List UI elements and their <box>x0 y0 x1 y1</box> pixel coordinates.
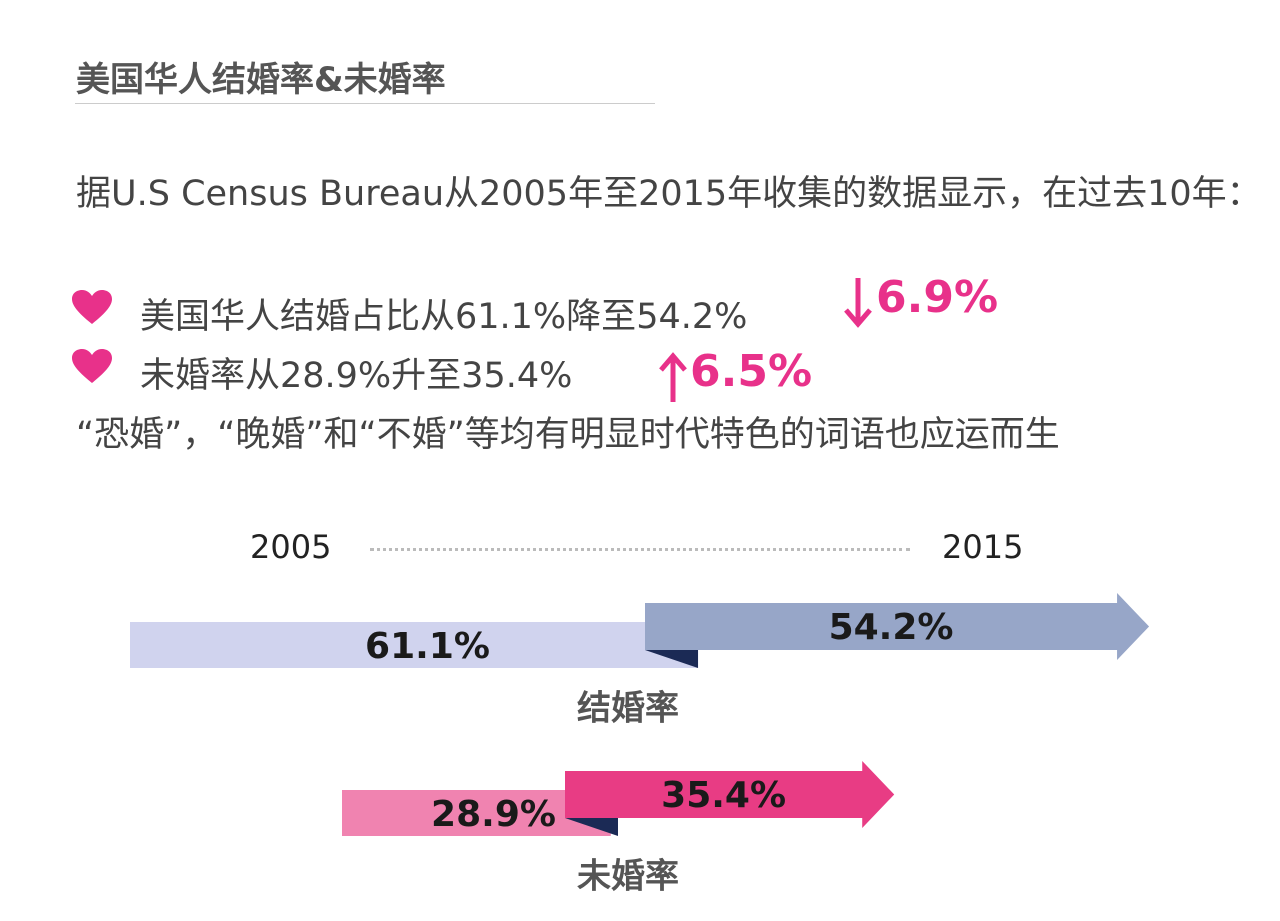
new-label: 35.4% <box>661 775 786 816</box>
point-text: 美国华人结婚占比从61.1%降至54.2% <box>140 297 748 337</box>
old-label: 61.1% <box>365 626 490 667</box>
shadow <box>565 818 618 836</box>
down-arrow <box>844 278 872 328</box>
title: 美国华人结婚率&未婚率 <box>76 60 446 100</box>
point-change: 6.5% <box>690 346 813 397</box>
old-bar <box>130 622 699 668</box>
heart-icon <box>72 349 112 383</box>
new-bar <box>645 593 1150 660</box>
timeline-end: 2015 <box>942 528 1024 566</box>
up-arrow <box>659 352 687 402</box>
shadow <box>645 650 698 668</box>
heart-icon <box>72 290 112 324</box>
rate-name: 结婚率 <box>577 689 679 729</box>
intro: 据U.S Census Bureau从2005年至2015年收集的数据显示，在过… <box>76 174 1262 214</box>
point-text: 未婚率从28.9%升至35.4% <box>140 356 573 396</box>
new-bar <box>565 761 895 828</box>
timeline-line <box>370 548 910 551</box>
point-change: 6.9% <box>876 272 999 323</box>
rate-name: 未婚率 <box>577 857 679 897</box>
title-rule <box>75 103 655 104</box>
closing: “恐婚”，“晚婚”和“不婚”等均有明显时代特色的词语也应运而生 <box>76 415 1060 455</box>
new-label: 54.2% <box>829 607 954 648</box>
old-label: 28.9% <box>431 794 556 835</box>
timeline-start: 2005 <box>250 528 332 566</box>
